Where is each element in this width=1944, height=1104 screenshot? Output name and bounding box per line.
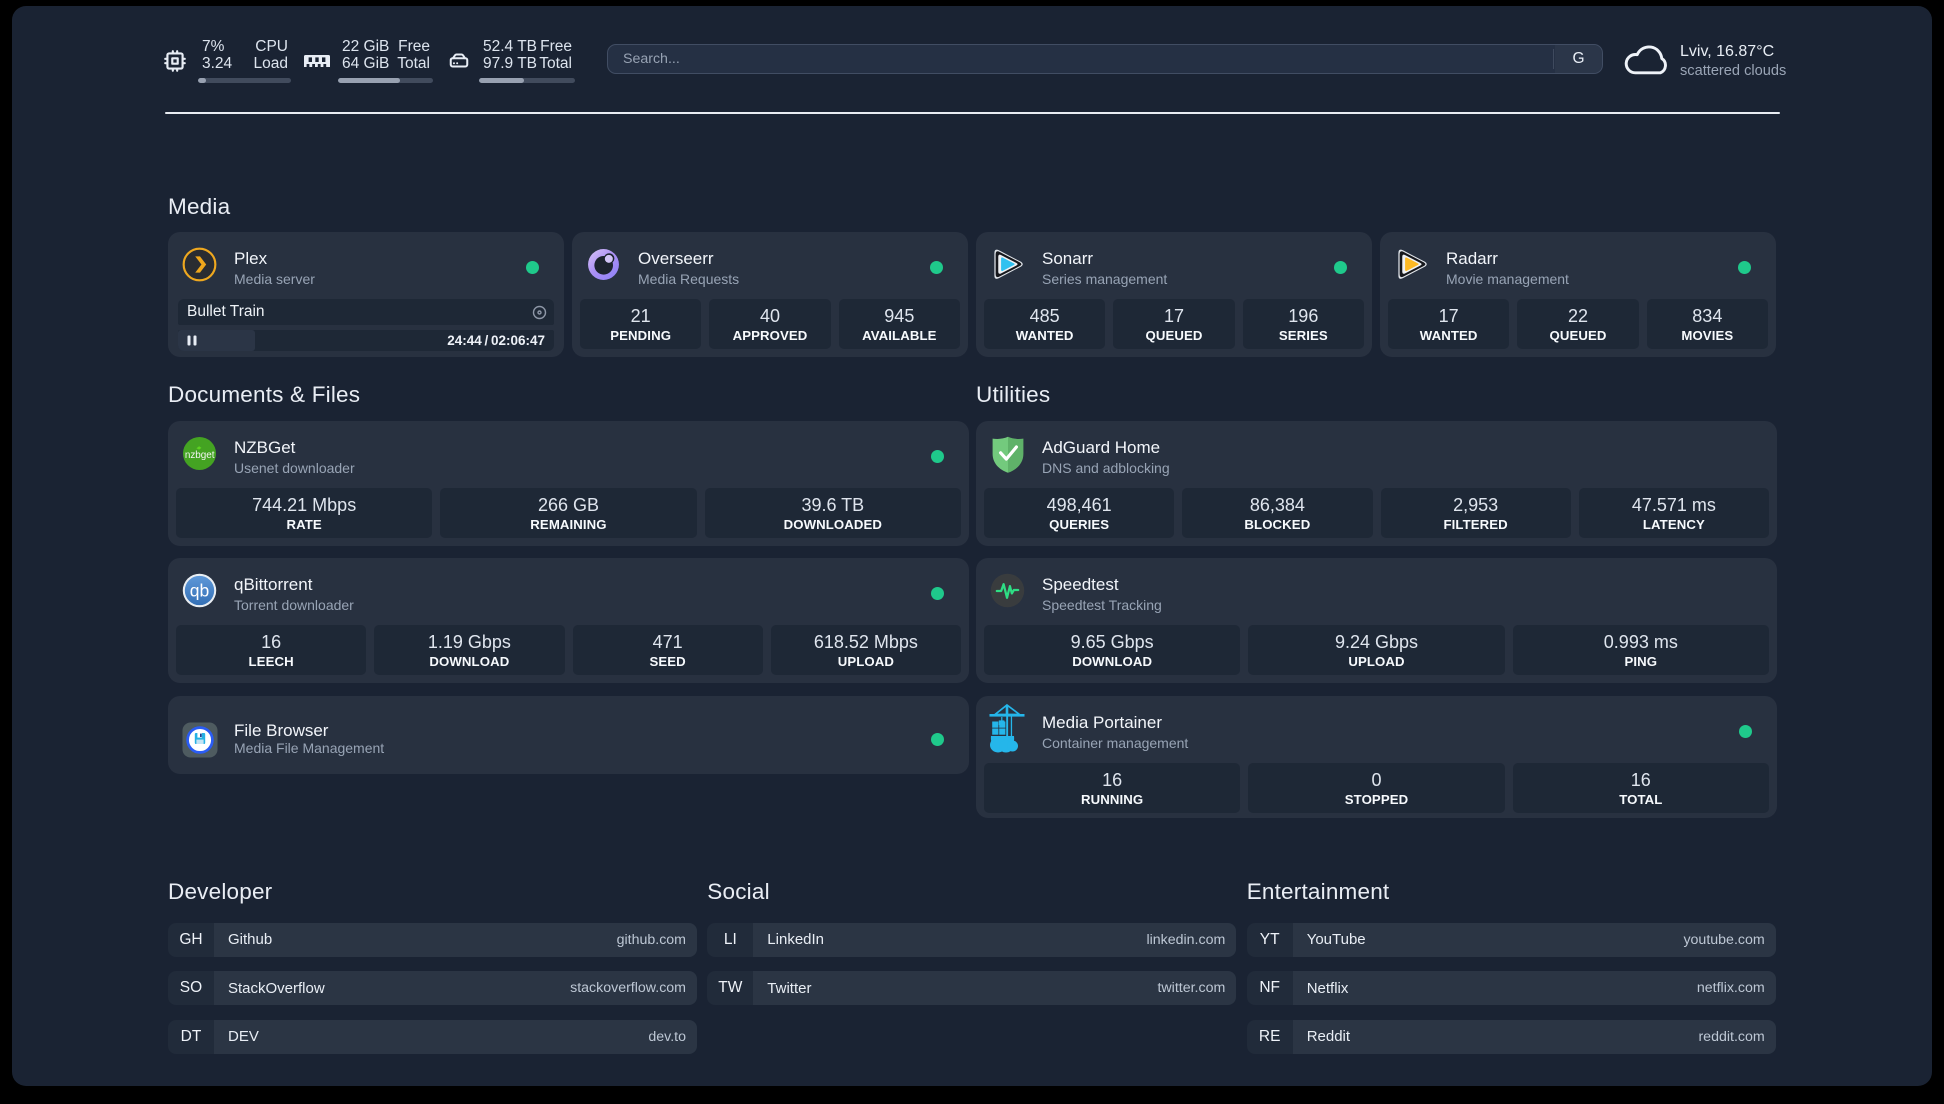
svg-text:nzbget: nzbget [185,450,215,461]
svg-text:qb: qb [190,581,209,601]
